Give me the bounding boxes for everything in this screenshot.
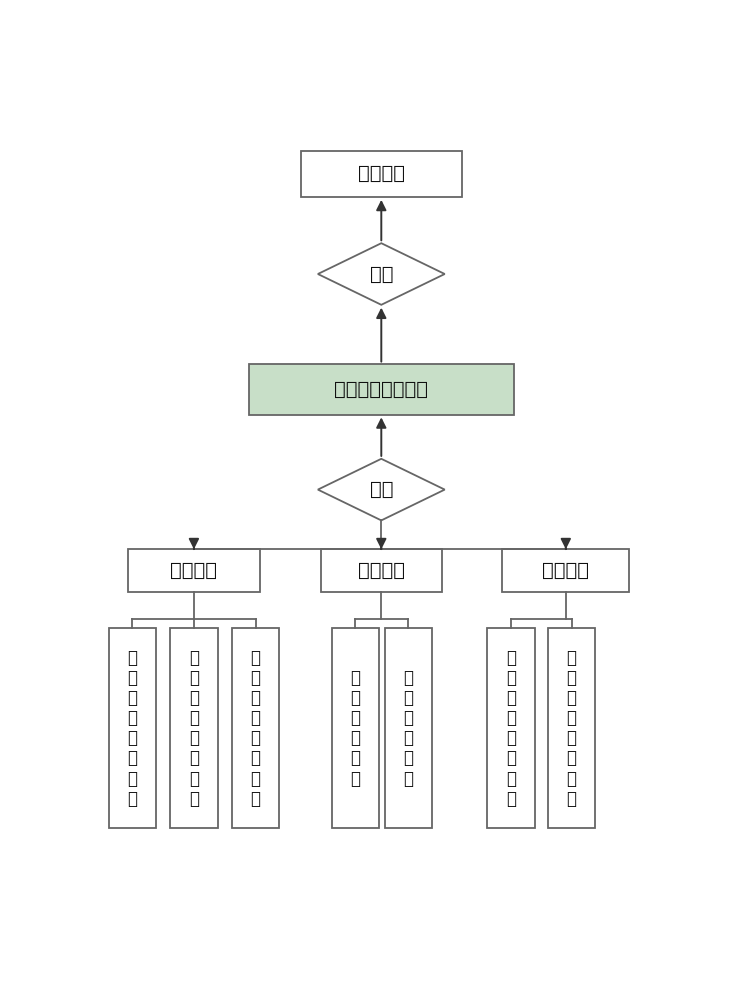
Text: 组成: 组成 bbox=[370, 480, 393, 499]
Polygon shape bbox=[318, 243, 445, 305]
Bar bbox=[502, 549, 629, 592]
Bar bbox=[232, 628, 279, 828]
Text: 水文编录: 水文编录 bbox=[358, 561, 405, 580]
Bar bbox=[385, 628, 432, 828]
Bar bbox=[548, 628, 595, 828]
Text: 物
探
编
录
原
始
数
据: 物 探 编 录 原 始 数 据 bbox=[506, 649, 516, 808]
Text: 引用: 引用 bbox=[370, 264, 393, 284]
Text: 物探编录: 物探编录 bbox=[542, 561, 589, 580]
Text: 构
造
裂
隙
编
录
数
据: 构 造 裂 隙 编 录 数 据 bbox=[251, 649, 260, 808]
Bar bbox=[321, 549, 442, 592]
Bar bbox=[128, 549, 260, 592]
Text: 班报数据: 班报数据 bbox=[358, 164, 405, 183]
Bar bbox=[248, 364, 514, 415]
Text: 水
文
特
征
数
据: 水 文 特 征 数 据 bbox=[403, 669, 414, 788]
Text: 野外原始编录数据: 野外原始编录数据 bbox=[334, 380, 429, 399]
Text: 地质编录: 地质编录 bbox=[170, 561, 217, 580]
Text: 水
文
观
测
数
据: 水 文 观 测 数 据 bbox=[350, 669, 360, 788]
Bar bbox=[487, 628, 535, 828]
Text: 地
层
岩
性
编
录
数
据: 地 层 岩 性 编 录 数 据 bbox=[127, 649, 137, 808]
Bar bbox=[301, 151, 462, 197]
Text: 物
探
编
录
复
测
数
据: 物 探 编 录 复 测 数 据 bbox=[567, 649, 577, 808]
Bar bbox=[332, 628, 379, 828]
Bar bbox=[109, 628, 155, 828]
Text: 蚀
变
信
息
编
录
数
据: 蚀 变 信 息 编 录 数 据 bbox=[189, 649, 199, 808]
Bar bbox=[170, 628, 217, 828]
Polygon shape bbox=[318, 459, 445, 520]
